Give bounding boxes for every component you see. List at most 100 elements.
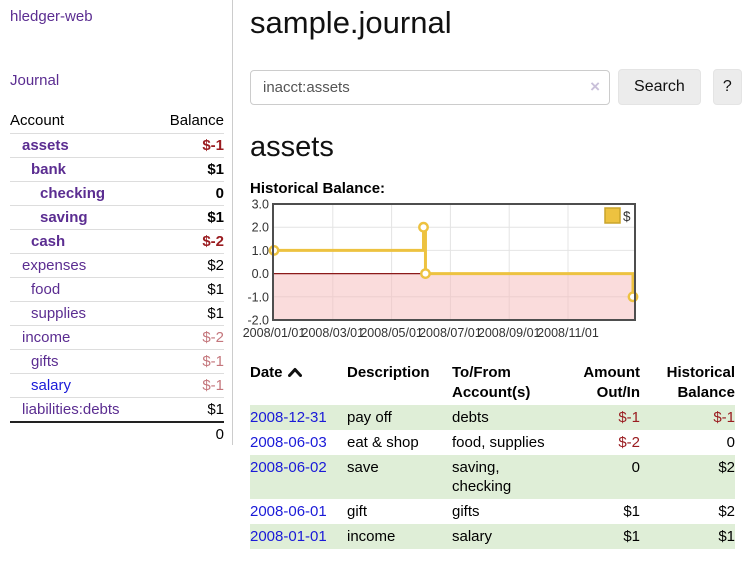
chart-title: Historical Balance:: [250, 180, 386, 197]
account-row: expenses $2: [10, 253, 224, 278]
svg-text:2008/09/01: 2008/09/01: [478, 326, 541, 340]
svg-text:2008/05/01: 2008/05/01: [360, 326, 423, 340]
transaction-balance: $-1: [713, 409, 735, 426]
app-title-link[interactable]: hledger-web: [10, 8, 93, 25]
svg-text:2.0: 2.0: [252, 221, 269, 235]
transaction-row: 2008-06-03 eat & shop food, supplies $-2 0: [250, 430, 735, 455]
account-link-supplies[interactable]: supplies: [31, 305, 87, 322]
accounts-header-balance: Balance: [169, 112, 224, 129]
account-link-bank[interactable]: bank: [31, 161, 67, 178]
account-link-salary[interactable]: salary: [31, 377, 72, 394]
svg-text:2008/03/01: 2008/03/01: [302, 326, 365, 340]
register-table: Date Description To/From Account(s) Amount Ou…: [250, 361, 735, 549]
svg-text:-1.0: -1.0: [247, 290, 269, 304]
transaction-amount: $1: [623, 503, 640, 520]
account-balance: $-1: [153, 133, 224, 158]
transaction-balance: 0: [726, 434, 735, 451]
transaction-date-link[interactable]: 2008-06-03: [250, 434, 327, 451]
transaction-date-link[interactable]: 2008-12-31: [250, 409, 327, 426]
accounts-total-row: 0: [10, 421, 224, 446]
account-balance: $-2: [153, 325, 224, 350]
search-input[interactable]: [250, 69, 610, 105]
transaction-date-link[interactable]: 2008-06-01: [250, 503, 327, 520]
account-link-checking[interactable]: checking: [40, 185, 106, 202]
account-row: salary $-1: [10, 373, 224, 398]
transaction-row: 2008-06-02 save saving, checking 0 $2: [250, 455, 735, 499]
svg-text:2008/11/01: 2008/11/01: [537, 326, 599, 340]
column-header-to-from: To/From Account(s): [452, 364, 531, 401]
account-link-food[interactable]: food: [31, 281, 61, 298]
transaction-row: 2008-01-01 income salary $1 $1: [250, 524, 735, 549]
svg-text:-2.0: -2.0: [247, 314, 269, 328]
page-title: sample.journal: [250, 5, 452, 40]
sort-asc-icon: [287, 368, 302, 377]
chart-legend: $: [604, 207, 631, 224]
transaction-accounts: gifts: [452, 503, 480, 520]
account-balance: $1: [153, 277, 224, 302]
historical-balance-chart[interactable]: $3.0 2.0 1.0 0.0 -1.0 -2.0 2008/01/01 2008/03/0…: [243, 198, 742, 346]
transaction-amount: 0: [631, 459, 640, 476]
transaction-description: pay off: [347, 409, 392, 426]
column-header-date[interactable]: Date: [250, 361, 347, 405]
transaction-balance: $2: [718, 459, 735, 476]
transaction-accounts: debts: [452, 409, 489, 426]
sidebar-item-journal[interactable]: Journal: [10, 72, 60, 89]
accounts-table: Account Balance assets $-1 bank $1 checking 0…: [10, 109, 224, 446]
clear-search-icon[interactable]: ×: [590, 76, 600, 96]
account-balance: $1: [153, 157, 224, 182]
account-row: gifts $-1: [10, 349, 224, 374]
column-header-historical: Historical Balance: [666, 364, 735, 401]
account-link-income[interactable]: income: [22, 329, 71, 346]
transaction-description: income: [347, 528, 396, 545]
account-link-liabilities-debts[interactable]: liabilities:debts: [22, 401, 120, 418]
account-row: saving $1: [10, 205, 224, 230]
accounts-header-account: Account: [10, 112, 65, 129]
account-row: liabilities:debts $1: [10, 397, 224, 422]
help-button[interactable]: ?: [712, 69, 742, 105]
transaction-amount: $-2: [618, 434, 640, 451]
account-row: assets $-1: [10, 133, 224, 158]
svg-text:0.0: 0.0: [252, 267, 269, 281]
transaction-date-link[interactable]: 2008-06-02: [250, 459, 327, 476]
search-button[interactable]: Search: [618, 69, 701, 105]
account-link-assets[interactable]: assets: [22, 137, 69, 154]
svg-text:$: $: [623, 209, 631, 224]
account-balance: $1: [153, 397, 224, 422]
transaction-balance: $2: [718, 503, 735, 520]
account-balance: $-1: [153, 373, 224, 398]
sidebar: hledger-web Journal Account Balance asse…: [0, 0, 233, 446]
account-link-expenses[interactable]: expenses: [22, 257, 87, 274]
transaction-row: 2008-06-01 gift gifts $1 $2: [250, 499, 735, 524]
account-balance: $2: [153, 253, 224, 278]
account-heading: assets: [250, 131, 334, 163]
column-header-amount: Amount Out/In: [583, 364, 640, 401]
account-link-saving[interactable]: saving: [40, 209, 88, 226]
account-link-gifts[interactable]: gifts: [31, 353, 59, 370]
chart-canvas: $3.0 2.0 1.0 0.0 -1.0 -2.02008/01/012008/03/0…: [243, 198, 639, 340]
transaction-accounts: salary: [452, 528, 493, 545]
column-header-description: Description: [347, 364, 430, 381]
transaction-accounts: food, supplies: [452, 434, 545, 451]
transaction-amount: $-1: [618, 409, 640, 426]
account-balance: $-2: [153, 229, 224, 254]
account-row: checking 0: [10, 181, 224, 206]
svg-text:3.0: 3.0: [252, 198, 269, 212]
transaction-description: gift: [347, 503, 368, 520]
app-title: hledger-web: [10, 8, 224, 25]
transaction-row: 2008-12-31 pay off debts $-1 $-1: [250, 405, 735, 430]
account-row: bank $1: [10, 157, 224, 182]
account-balance: 0: [153, 181, 224, 206]
main-content: sample.journal × Search ? assets Histori…: [240, 0, 742, 549]
account-row: food $1: [10, 277, 224, 302]
account-row: income $-2: [10, 325, 224, 350]
svg-text:2008/07/01: 2008/07/01: [419, 326, 482, 340]
account-balance: $1: [153, 301, 224, 326]
transaction-amount: $1: [623, 528, 640, 545]
account-link-cash[interactable]: cash: [31, 233, 66, 250]
transaction-accounts: saving, checking: [452, 459, 512, 495]
transaction-date-link[interactable]: 2008-01-01: [250, 528, 327, 545]
account-balance: $1: [153, 205, 224, 230]
transaction-description: save: [347, 459, 379, 476]
account-row: cash $-2: [10, 229, 224, 254]
